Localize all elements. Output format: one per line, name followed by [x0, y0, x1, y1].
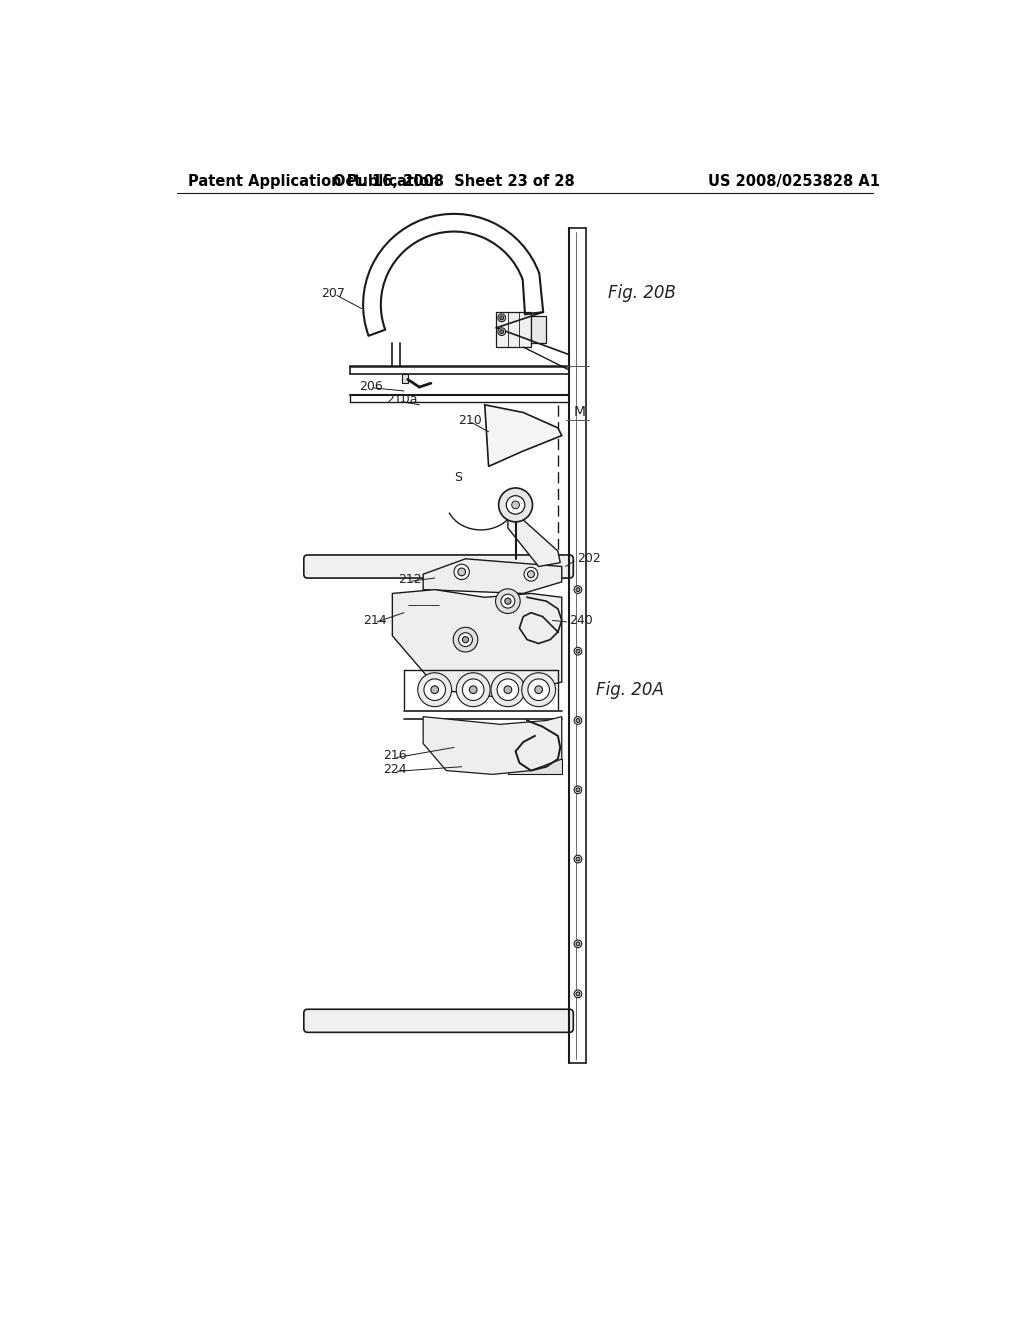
Polygon shape — [484, 405, 562, 466]
Circle shape — [521, 673, 556, 706]
Circle shape — [498, 314, 506, 322]
Text: Oct. 16, 2008  Sheet 23 of 28: Oct. 16, 2008 Sheet 23 of 28 — [333, 174, 574, 189]
Bar — [508, 759, 562, 775]
Circle shape — [431, 686, 438, 693]
Circle shape — [454, 564, 469, 579]
FancyBboxPatch shape — [304, 1010, 573, 1032]
Circle shape — [577, 942, 580, 945]
Text: 210: 210 — [458, 413, 481, 426]
Circle shape — [574, 940, 582, 948]
Text: 202: 202 — [578, 552, 601, 565]
Circle shape — [490, 673, 525, 706]
Circle shape — [463, 678, 484, 701]
Circle shape — [574, 586, 582, 594]
Polygon shape — [392, 590, 562, 697]
Text: 224: 224 — [383, 763, 407, 776]
Circle shape — [574, 990, 582, 998]
Text: 207: 207 — [322, 286, 345, 300]
Circle shape — [504, 686, 512, 693]
Text: Patent Application Publication: Patent Application Publication — [188, 174, 440, 189]
Circle shape — [497, 678, 518, 701]
Text: Fig. 20B: Fig. 20B — [608, 284, 676, 302]
Text: 214: 214 — [364, 614, 387, 627]
Circle shape — [527, 570, 535, 578]
Circle shape — [501, 594, 515, 609]
Circle shape — [577, 718, 580, 722]
Circle shape — [500, 330, 504, 334]
Polygon shape — [423, 558, 562, 594]
Text: 210a: 210a — [386, 393, 418, 407]
Text: 240: 240 — [569, 614, 593, 627]
Circle shape — [500, 315, 504, 319]
Text: 206: 206 — [359, 380, 383, 393]
FancyBboxPatch shape — [304, 554, 573, 578]
Circle shape — [577, 991, 580, 995]
Bar — [408, 594, 438, 612]
Circle shape — [574, 785, 582, 793]
Circle shape — [458, 568, 466, 576]
Bar — [531, 317, 547, 343]
Circle shape — [535, 686, 543, 693]
Circle shape — [524, 568, 538, 581]
Circle shape — [463, 636, 469, 643]
Circle shape — [577, 788, 580, 792]
Circle shape — [454, 627, 478, 652]
Circle shape — [506, 496, 524, 515]
Circle shape — [505, 598, 511, 605]
Circle shape — [457, 673, 490, 706]
Circle shape — [496, 589, 520, 614]
Text: S: S — [454, 471, 462, 484]
Circle shape — [424, 678, 445, 701]
Circle shape — [499, 488, 532, 521]
Circle shape — [577, 587, 580, 591]
Circle shape — [512, 502, 519, 508]
Circle shape — [498, 327, 506, 335]
Polygon shape — [508, 512, 560, 566]
Circle shape — [577, 649, 580, 653]
Circle shape — [528, 678, 550, 701]
Circle shape — [574, 855, 582, 863]
Text: 216: 216 — [383, 748, 407, 762]
Circle shape — [418, 673, 452, 706]
Circle shape — [574, 717, 582, 725]
Circle shape — [577, 857, 580, 861]
Circle shape — [574, 647, 582, 655]
Text: US 2008/0253828 A1: US 2008/0253828 A1 — [708, 174, 880, 189]
Bar — [401, 374, 408, 383]
Text: 212: 212 — [398, 573, 422, 586]
Bar — [497, 313, 531, 347]
Polygon shape — [423, 717, 562, 775]
Text: Fig. 20A: Fig. 20A — [596, 681, 665, 698]
Text: M: M — [573, 405, 586, 420]
Circle shape — [469, 686, 477, 693]
Circle shape — [459, 632, 472, 647]
